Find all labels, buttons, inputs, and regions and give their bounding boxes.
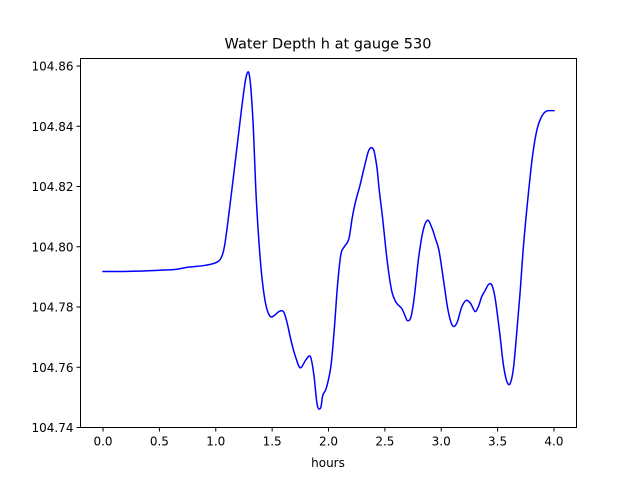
y-tick-label: 104.74 xyxy=(32,421,74,435)
y-tick-label: 104.84 xyxy=(32,120,74,134)
x-tick-label: 1.5 xyxy=(263,435,282,449)
x-axis-label: hours xyxy=(311,456,345,470)
y-tick-label: 104.80 xyxy=(32,240,74,254)
x-tick-label: 0.5 xyxy=(150,435,169,449)
x-tick-label: 1.0 xyxy=(206,435,225,449)
y-tick-label: 104.82 xyxy=(32,180,74,194)
chart-title: Water Depth h at gauge 530 xyxy=(225,37,432,53)
x-tick-label: 3.0 xyxy=(432,435,451,449)
x-tick-label: 2.0 xyxy=(319,435,338,449)
y-axis: 104.74 104.76 104.78 104.80 104.82 104.84 104.… xyxy=(32,60,81,435)
y-tick-label: 104.86 xyxy=(32,60,74,74)
series-line xyxy=(102,71,555,410)
data-series xyxy=(102,71,555,410)
x-tick-label: 0.0 xyxy=(93,435,112,449)
y-tick-label: 104.78 xyxy=(32,301,74,315)
x-tick-label: 3.5 xyxy=(488,435,507,449)
x-tick-label: 4.0 xyxy=(544,435,563,449)
x-axis: 0.0 0.5 1.0 1.5 2.0 2.5 3.0 3.5 4.0 xyxy=(93,427,564,449)
x-tick-label: 2.5 xyxy=(375,435,394,449)
y-tick-label: 104.76 xyxy=(32,361,74,375)
